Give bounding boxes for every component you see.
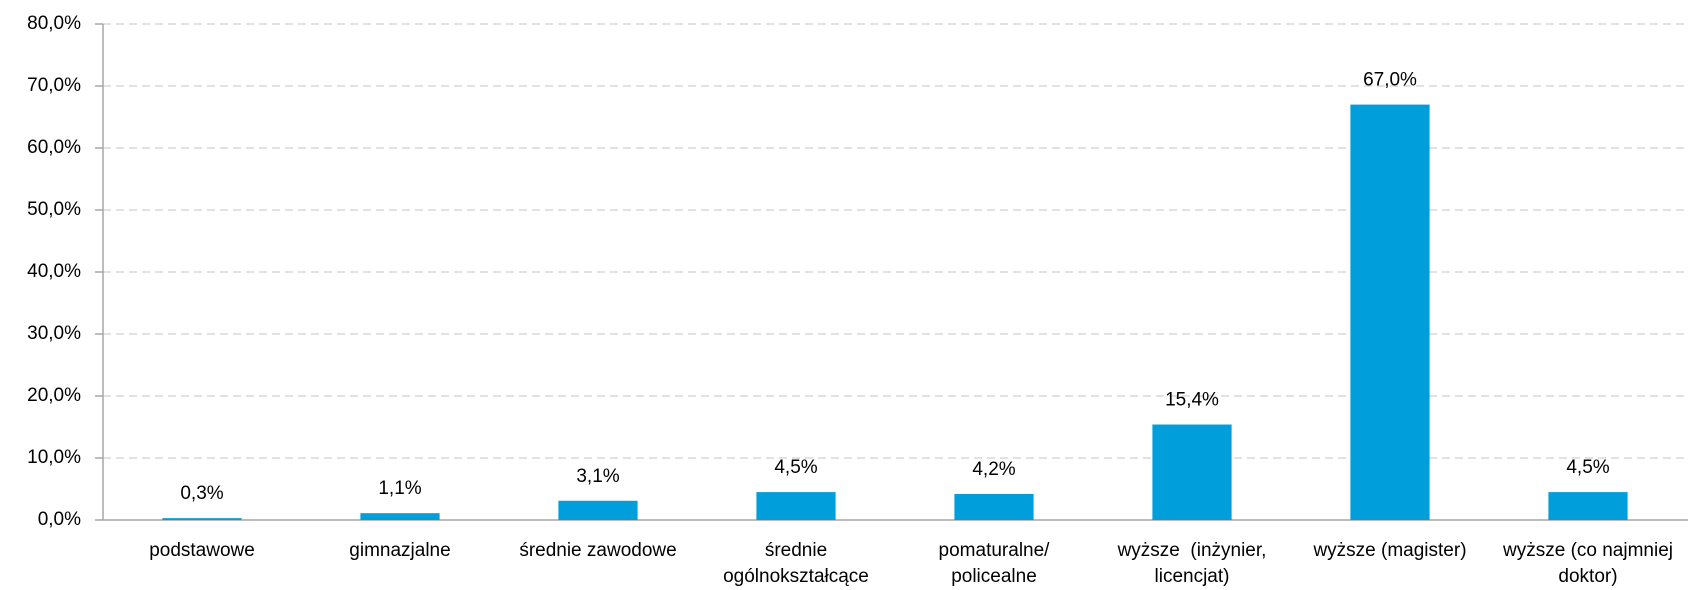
y-tick-label: 60,0% [27,137,81,158]
bar [1152,424,1232,520]
x-tick-label: gimnazjalne [349,540,451,561]
y-tick-label: 80,0% [27,13,81,34]
y-tick-label: 40,0% [27,261,81,282]
y-tick-label: 10,0% [27,447,81,468]
x-tick-label: wyższe (magister) [1313,540,1467,561]
x-tick-label: średnie zawodowe [519,540,677,561]
y-tick-label: 30,0% [27,323,81,344]
y-tick-label: 70,0% [27,75,81,96]
bar [756,492,836,520]
bar [558,500,638,520]
x-tick-label: średnie ogólnokształcące [723,540,869,587]
data-label: 15,4% [1165,390,1219,411]
data-label: 67,0% [1363,70,1417,91]
bar [162,518,242,520]
bar [1350,104,1430,520]
x-tick-label: wyższe (inżynier, licencjat) [1117,540,1272,587]
x-tick-label: pomaturalne/ policealne [938,540,1055,587]
data-label: 3,1% [576,466,619,487]
bar [954,493,1034,520]
data-label: 4,2% [972,459,1015,480]
data-label: 4,5% [1566,457,1609,478]
data-label: 4,5% [774,457,817,478]
data-label: 0,3% [180,483,223,504]
bar [1548,492,1628,520]
bar [360,513,440,520]
y-tick-label: 20,0% [27,385,81,406]
x-tick-label: podstawowe [149,540,255,561]
y-tick-label: 0,0% [38,509,81,530]
y-tick-label: 50,0% [27,199,81,220]
x-tick-label: wyższe (co najmniej doktor) [1503,540,1679,587]
data-label: 1,1% [378,478,421,499]
